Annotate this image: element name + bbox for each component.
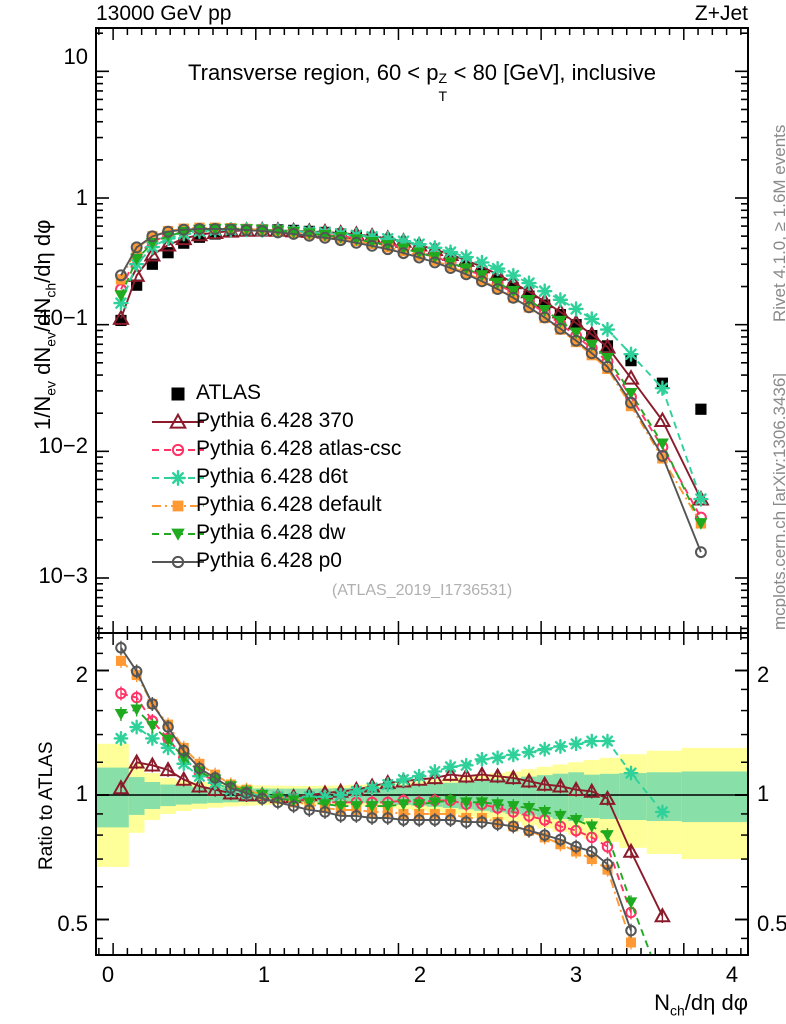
ratio-series-pythia-6-428-default [115,653,637,950]
ratio-ytick-05-left: 0.5 [57,911,88,936]
xtick-4: 4 [725,962,739,987]
ratio-panel-frame [95,632,749,956]
main-ytick-1e-2: 10−2 [38,433,88,458]
ratio-ytick-1-right: 1 [757,781,770,806]
legend-label-pythia-6-428-default: Pythia 6.428 default [196,493,382,516]
legend-item-atlas[interactable] [171,387,185,401]
main-ytick-1e-3: 10−3 [38,563,88,588]
ratio-series-group [112,640,671,955]
rivet-version-label: Rivet 4.1.0, ≥ 1.6M events [770,124,786,322]
xtick-0: 0 [101,962,115,987]
legend-label-pythia-6-428-p0: Pythia 6.428 p0 [196,549,342,572]
ratio-ytick-1-left: 1 [75,781,88,806]
main-ytick-1: 1 [75,185,88,210]
ratio-x-ticks [98,633,742,955]
legend-label-pythia-6-428-d6t: Pythia 6.428 d6t [196,465,348,488]
ratio-series-pythia-6-428-p0 [115,640,637,938]
ratio-series-pythia-6-428-dw [114,702,653,955]
legend-label-pythia-6-428-370: Pythia 6.428 370 [196,409,354,432]
series-pythia-6-428-d6t [113,222,709,507]
band-stat [96,767,748,828]
ratio-y-ticks [96,637,748,940]
series-pythia-6-428-370 [112,221,710,506]
main-y-axis-title: 1/Nev dNev/dNch/dη dφ [30,219,59,430]
xtick-3: 3 [569,962,583,987]
xtick-1: 1 [257,962,271,987]
band-total [96,743,748,867]
beam-label: 13000 GeV pp [96,2,232,25]
legend-label-pythia-6-428-dw: Pythia 6.428 dw [196,521,346,544]
mcplots-source-label: mcplots.cern.ch [arXiv:1306.3436] [770,372,786,630]
ratio-ytick-05-right: 0.5 [757,911,786,936]
main-panel-frame [95,27,749,634]
ratio-y-axis-title: Ratio to ATLAS [36,741,57,871]
main-y-ticks [96,32,748,630]
ratio-series-pythia-6-428-d6t [113,719,670,820]
x-axis-title: Nch/dη dφ [654,990,748,1019]
main-ytick-1e-1: 10−1 [38,305,88,330]
ratio-series-pythia-6-428-atlas-csc [115,686,637,920]
xtick-2: 2 [413,962,427,987]
ratio-series-pythia-6-428-370 [112,753,671,923]
uncertainty-bands [96,743,748,867]
process-label: Z+Jet [694,2,748,25]
legend-label-pythia-6-428-atlas-csc: Pythia 6.428 atlas-csc [196,437,402,460]
ratio-ytick-2-right: 2 [757,662,770,687]
ratio-ytick-2-left: 2 [75,662,88,687]
analysis-id-watermark: (ATLAS_2019_I1736531) [331,582,513,599]
main-ytick-10: 10 [63,44,88,69]
legend-label-atlas: ATLAS [196,381,261,404]
